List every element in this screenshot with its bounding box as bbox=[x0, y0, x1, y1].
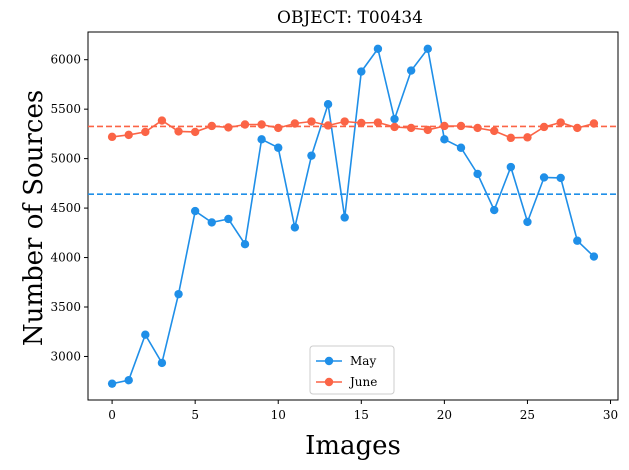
x-tick-label-6: 30 bbox=[603, 408, 618, 422]
x-tick-label-3: 15 bbox=[354, 408, 369, 422]
point-june-12 bbox=[307, 117, 316, 126]
point-may-29 bbox=[589, 252, 599, 261]
point-june-9 bbox=[257, 120, 266, 129]
point-june-16 bbox=[373, 118, 383, 127]
x-tick-label-0: 0 bbox=[108, 408, 116, 422]
point-may-24 bbox=[506, 162, 516, 172]
point-may-2 bbox=[141, 330, 150, 339]
y-tick-label-1: 3500 bbox=[50, 300, 81, 314]
x-tick-label-4: 20 bbox=[437, 408, 452, 422]
point-june-4 bbox=[174, 127, 183, 136]
point-may-4 bbox=[174, 289, 183, 299]
point-june-7 bbox=[224, 123, 233, 132]
point-may-23 bbox=[490, 205, 499, 215]
point-may-8 bbox=[240, 239, 250, 249]
y-tick-label-2: 4000 bbox=[50, 251, 81, 265]
x-tick-label-1: 5 bbox=[191, 408, 199, 422]
point-june-1 bbox=[124, 130, 133, 140]
point-may-3 bbox=[157, 358, 167, 368]
point-may-20 bbox=[440, 135, 449, 144]
point-june-18 bbox=[406, 123, 416, 133]
point-may-5 bbox=[190, 206, 200, 216]
point-june-15 bbox=[357, 118, 366, 128]
point-june-28 bbox=[573, 123, 582, 133]
point-june-29 bbox=[589, 119, 599, 128]
y-tick-label-6: 6000 bbox=[50, 53, 81, 67]
point-june-23 bbox=[490, 126, 499, 136]
point-june-25 bbox=[523, 133, 532, 142]
point-june-6 bbox=[207, 121, 216, 131]
point-may-25 bbox=[523, 217, 532, 227]
point-may-27 bbox=[556, 173, 565, 183]
y-tick-label-3: 4500 bbox=[50, 201, 81, 215]
point-june-22 bbox=[473, 123, 482, 133]
point-june-26 bbox=[539, 122, 549, 132]
legend-label-june: June bbox=[348, 375, 377, 389]
point-june-2 bbox=[141, 127, 150, 137]
x-axis-title: Images bbox=[305, 431, 401, 461]
point-may-0 bbox=[107, 379, 117, 388]
point-may-12 bbox=[307, 151, 316, 160]
y-tick-label-4: 5000 bbox=[50, 152, 81, 166]
point-june-3 bbox=[157, 116, 167, 125]
point-june-27 bbox=[556, 118, 565, 127]
point-june-24 bbox=[506, 133, 516, 143]
series-line-may bbox=[111, 46, 595, 385]
point-may-22 bbox=[473, 169, 482, 179]
point-may-16 bbox=[373, 44, 383, 54]
point-june-13 bbox=[323, 121, 333, 130]
point-may-15 bbox=[357, 67, 366, 76]
point-may-28 bbox=[573, 236, 582, 245]
y-tick-label-0: 3000 bbox=[50, 349, 81, 363]
y-axis-title: Number of Sources bbox=[19, 90, 49, 346]
legend-marker-may bbox=[324, 356, 334, 366]
chart-title: OBJECT: T00434 bbox=[277, 8, 423, 28]
point-june-11 bbox=[290, 119, 300, 128]
legend-label-may: May bbox=[350, 354, 376, 368]
point-june-14 bbox=[340, 117, 349, 126]
point-june-21 bbox=[456, 121, 466, 131]
legend: May June bbox=[309, 345, 395, 395]
point-june-8 bbox=[240, 120, 250, 129]
point-may-1 bbox=[124, 376, 133, 385]
point-may-11 bbox=[290, 223, 300, 232]
point-june-20 bbox=[440, 121, 449, 131]
point-may-10 bbox=[274, 143, 283, 152]
plot-area: 0 5 10 15 20 25 30 3000 3500 4000 4500 5000 5500 6000 bbox=[50, 31, 619, 422]
point-may-19 bbox=[423, 44, 432, 54]
point-may-7 bbox=[224, 214, 233, 224]
point-june-19 bbox=[423, 125, 432, 135]
point-may-13 bbox=[323, 100, 333, 109]
point-june-5 bbox=[190, 127, 200, 137]
point-may-26 bbox=[539, 173, 549, 182]
point-june-10 bbox=[274, 123, 283, 133]
point-may-14 bbox=[340, 213, 349, 222]
x-tick-label-2: 10 bbox=[271, 408, 286, 422]
y-tick-label-5: 5500 bbox=[50, 102, 81, 116]
point-may-21 bbox=[456, 143, 466, 152]
x-tick-label-5: 25 bbox=[520, 408, 535, 422]
point-may-9 bbox=[257, 135, 266, 144]
plot-frame bbox=[87, 31, 619, 401]
point-may-18 bbox=[406, 66, 416, 75]
point-june-17 bbox=[390, 122, 399, 132]
point-june-0 bbox=[107, 132, 117, 142]
point-may-17 bbox=[390, 114, 399, 124]
legend-marker-june bbox=[324, 377, 334, 387]
point-may-6 bbox=[207, 218, 216, 227]
